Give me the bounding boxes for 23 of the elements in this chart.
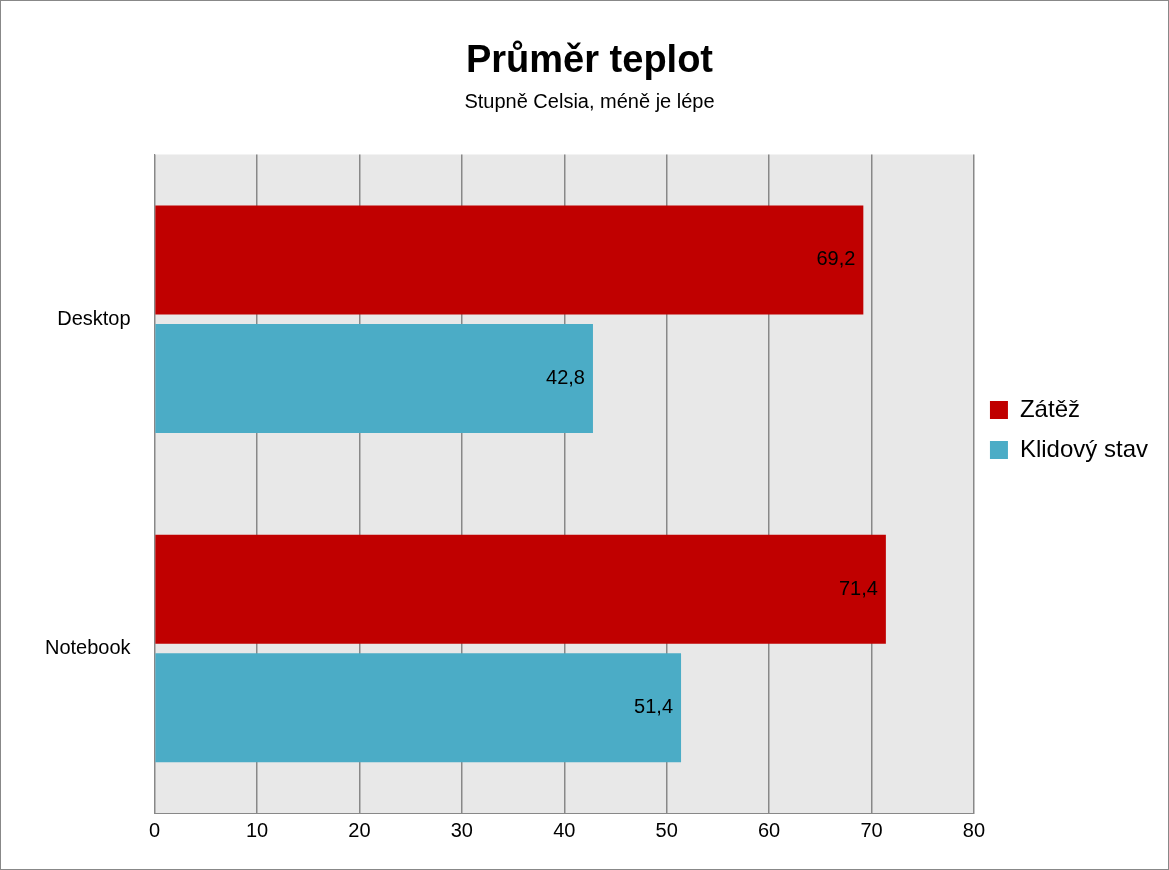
legend-label: Zátěž (1019, 394, 1080, 422)
x-tick-label: 70 (860, 818, 883, 841)
x-tick-label: 80 (962, 818, 986, 841)
x-tick-label: 20 (348, 818, 371, 841)
x-tick-label: 0 (149, 818, 161, 841)
y-tick-label: Desktop (57, 306, 131, 329)
bar (155, 653, 682, 763)
bar (155, 323, 593, 433)
chart-title: Průměr teplot (465, 38, 714, 81)
data-label: 51,4 (634, 695, 674, 718)
chart-subtitle: Stupně Celsia, méně je lépe (464, 90, 715, 113)
x-tick-label: 30 (450, 818, 473, 841)
bar (155, 534, 886, 644)
data-label: 69,2 (816, 247, 856, 270)
x-tick-label: 60 (757, 818, 781, 841)
legend-label: Klidový stav (1019, 434, 1149, 462)
bar (155, 205, 864, 315)
x-tick-label: 10 (245, 818, 269, 841)
x-tick-label: 40 (553, 818, 576, 841)
data-label: 42,8 (546, 365, 585, 388)
data-label: 71,4 (838, 576, 878, 599)
y-tick-label: Notebook (44, 635, 132, 658)
x-tick-label: 50 (655, 818, 678, 841)
